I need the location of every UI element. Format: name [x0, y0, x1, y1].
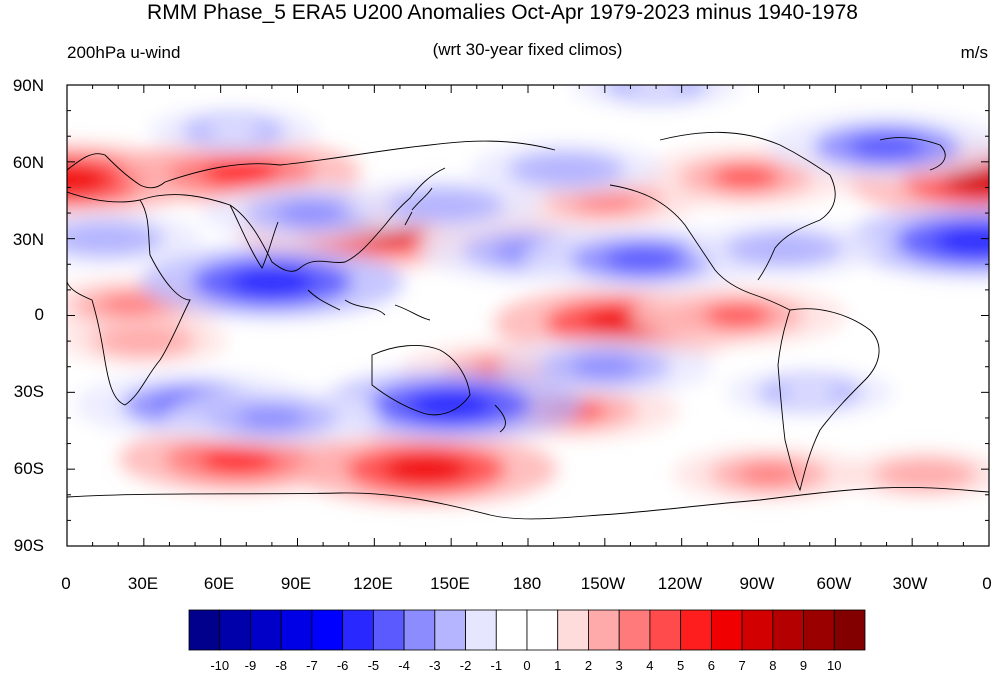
anomaly-blob-5-2 — [711, 165, 780, 189]
colorbar-label: 6 — [707, 658, 715, 673]
colorbar-label: 7 — [738, 658, 746, 673]
anomaly-blob-16-2 — [117, 331, 170, 351]
anomaly-blob-11-2 — [200, 445, 277, 472]
colorbar-box-0 — [188, 609, 221, 651]
lon-label-150e: 150E — [430, 574, 470, 593]
lon-label-30e: 30E — [127, 574, 159, 593]
colorbar-label: -1 — [490, 658, 503, 673]
anomaly-blob-15-2 — [101, 294, 162, 316]
colorbar-box-16 — [680, 609, 712, 651]
anomaly-blob-18-2 — [75, 228, 136, 250]
colorbar-box-20 — [803, 609, 835, 651]
units-label: m/s — [960, 43, 988, 62]
lat-label-30s: 30S — [13, 382, 44, 401]
colorbar-label: 5 — [677, 658, 685, 673]
lon-label-120w: 120W — [657, 574, 703, 593]
lon-label-150w: 150W — [580, 574, 626, 593]
colorbar-label: 8 — [769, 658, 777, 673]
lat-label-90n: 90N — [12, 76, 44, 95]
lon-label-90w: 90W — [739, 574, 775, 593]
colorbar-label: -10 — [210, 658, 230, 673]
colorbar-box-17 — [710, 609, 743, 651]
colorbar-label: -5 — [367, 658, 380, 673]
colorbar-box-13 — [588, 609, 620, 651]
colorbar-box-19 — [772, 609, 804, 651]
colorbar-box-1 — [219, 609, 251, 651]
center-subtitle: (wrt 30-year fixed climos) — [432, 40, 623, 59]
anomaly-blob-31-2 — [207, 121, 260, 141]
colorbar-label: 3 — [615, 658, 623, 673]
colorbar-box-2 — [250, 609, 282, 651]
colorbar-box-8 — [434, 609, 466, 651]
lon-label-180: 180 — [512, 574, 542, 593]
anomaly-blob-30-2 — [237, 406, 306, 430]
colorbar-label: 2 — [584, 658, 593, 673]
anomaly-blob-28-2 — [409, 390, 494, 420]
lon-label-60e: 60E — [203, 574, 235, 593]
colorbar-label: -9 — [244, 658, 257, 673]
anomaly-blob-21-2 — [416, 194, 477, 216]
anomaly-blob-19-2 — [229, 268, 314, 297]
colorbar-box-4 — [311, 609, 344, 651]
colorbar-box-5 — [342, 609, 374, 651]
colorbar-box-14 — [618, 609, 651, 651]
anomaly-blob-27-2 — [570, 354, 639, 379]
colorbar-label: 1 — [554, 658, 562, 673]
lat-label-30n: 30N — [12, 230, 44, 249]
continent-outlines — [67, 131, 989, 520]
colorbar-box-11 — [526, 609, 559, 651]
anomaly-blob-32-2 — [783, 382, 836, 402]
anomaly-blob-12-2 — [383, 454, 468, 484]
colorbar-label: -3 — [429, 658, 441, 673]
anomaly-blob-8-2 — [704, 303, 773, 328]
lat-label-60s: 60S — [13, 459, 44, 478]
lon-label-120e: 120E — [353, 574, 393, 593]
anomaly-blob-20-2 — [276, 201, 345, 225]
anomaly-blob-1-2 — [67, 165, 109, 194]
colorbar-label: 9 — [799, 658, 808, 673]
lon-label-0: 0 — [61, 574, 71, 593]
colorbar-box-3 — [280, 609, 313, 651]
colorbar-label: 4 — [646, 658, 654, 673]
colorbar-label: -4 — [398, 658, 410, 673]
colorbar-label: 10 — [827, 658, 842, 673]
lon-label-0-east: 0 — [982, 574, 992, 593]
figure-title: RMM Phase_5 ERA5 U200 Anomalies Oct-Apr … — [147, 1, 858, 24]
anomaly-blob-17-2 — [934, 227, 989, 256]
colorbar-box-15 — [649, 609, 682, 651]
anomaly-blob-33-2 — [630, 85, 683, 95]
anomaly-blob-14-2 — [898, 464, 951, 484]
left-subtitle: 200hPa u-wind — [67, 43, 181, 62]
anomaly-blob-25-2 — [754, 238, 815, 260]
lat-label-90s: 90S — [13, 536, 44, 555]
colorbar-box-7 — [403, 609, 436, 651]
colorbar-box-12 — [557, 609, 589, 651]
lon-label-90e: 90E — [280, 574, 312, 593]
lat-label-60n: 60N — [12, 153, 44, 172]
lon-label-30w: 30W — [892, 574, 928, 593]
lat-label-equator: 0 — [34, 305, 44, 324]
colorbar-box-18 — [741, 609, 774, 651]
colorbar-box-10 — [495, 609, 528, 651]
colorbar-label: -6 — [336, 658, 349, 673]
anomaly-blob-13-2 — [738, 463, 799, 485]
colorbar-box-21 — [833, 609, 866, 651]
colorbar-label: -8 — [275, 658, 287, 673]
anomaly-blob-2-2 — [203, 159, 280, 186]
anomaly-field — [67, 85, 989, 506]
colorbar-box-6 — [372, 609, 405, 651]
anomaly-blob-24-2 — [605, 246, 682, 273]
anomaly-blob-22-2 — [536, 158, 597, 181]
colorbar-label: 0 — [523, 658, 531, 673]
anomaly-blob-26-2 — [848, 133, 925, 160]
colorbar-label: -7 — [306, 658, 318, 673]
colorbar-box-9 — [465, 609, 497, 651]
lon-label-60w: 60W — [816, 574, 852, 593]
colorbar-label: -2 — [459, 658, 472, 673]
